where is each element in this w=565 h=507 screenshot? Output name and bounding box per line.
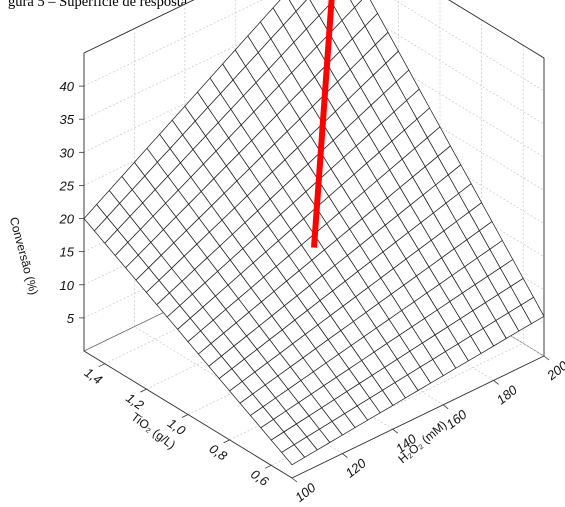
z-tick-label: 15 — [60, 245, 75, 260]
z-gridline — [83, 29, 545, 158]
y-tick-mark — [98, 363, 105, 368]
z-tick-label: 20 — [59, 212, 75, 227]
z-tick-label: 35 — [60, 112, 75, 127]
arrow-shaft — [311, 0, 335, 248]
response-surface — [83, 0, 545, 466]
x-tick-mark — [342, 453, 348, 458]
z-tick-label: 25 — [59, 178, 75, 193]
y-tick-label: 1,4 — [82, 365, 105, 388]
x-tick-mark — [392, 428, 399, 434]
x-tick-label: 200 — [543, 357, 565, 383]
x-tick-mark — [442, 404, 449, 410]
frame-edge — [83, 0, 195, 54]
x-tick-label: 180 — [494, 382, 521, 408]
z-tick-label: 10 — [60, 278, 75, 293]
z-tick-label: 5 — [67, 311, 75, 326]
x-tick-label: 100 — [292, 479, 319, 505]
red-arrow — [311, 0, 335, 248]
figure-caption: gura 5 – Superfície de resposta para con… — [8, 0, 335, 10]
frame-edge — [448, 0, 545, 59]
surface-cell — [281, 444, 305, 466]
y-tick-mark — [181, 414, 189, 418]
y-tick-mark — [140, 388, 147, 393]
z-gridline — [83, 0, 545, 125]
y-tick-mark — [223, 439, 230, 444]
z-tick-label: 30 — [60, 145, 75, 160]
z-axis-label: Conversão (%) — [7, 216, 41, 297]
x-tick-mark — [543, 355, 550, 361]
surface-cell — [349, 0, 363, 8]
frame-edge — [291, 355, 545, 479]
z-tick-label: 40 — [60, 79, 75, 94]
y-tick-label: 0,8 — [206, 441, 230, 464]
y-tick-label: 1,2 — [123, 390, 147, 413]
x-tick-label: 120 — [342, 455, 369, 481]
x-tick-mark — [291, 477, 298, 483]
x-tick-mark — [493, 380, 499, 385]
y-tick-label: 0,6 — [248, 466, 272, 489]
z-gridline — [83, 0, 545, 92]
y-tick-mark — [265, 464, 272, 469]
